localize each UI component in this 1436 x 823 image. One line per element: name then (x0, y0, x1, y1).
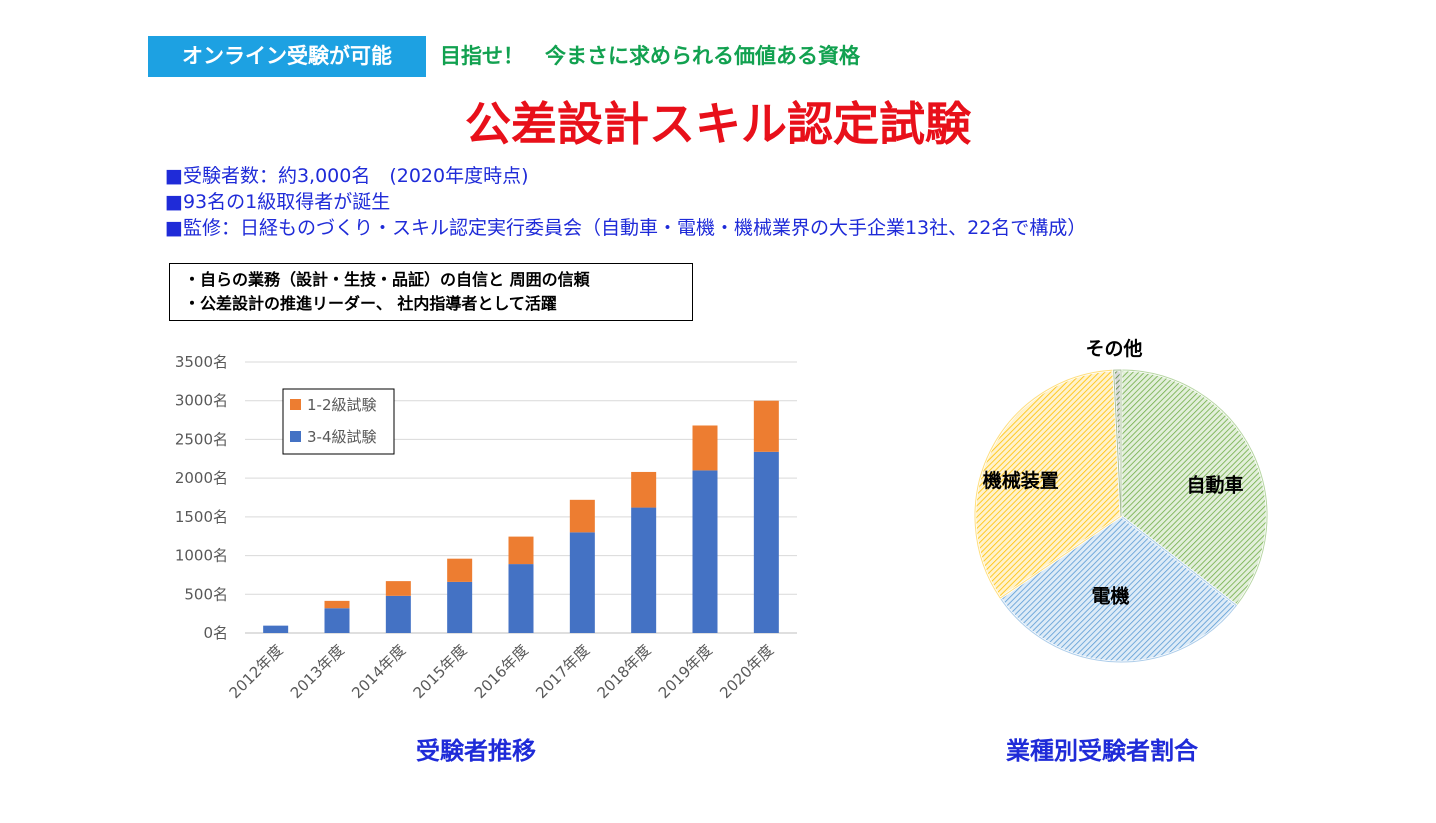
x-tick-label: 2014年度 (348, 641, 409, 702)
pie-slice-edge (999, 515, 1238, 663)
y-tick-label: 2500名 (175, 430, 228, 448)
y-tick-label: 3500名 (175, 353, 228, 371)
legend-swatch (290, 431, 301, 442)
x-tick-label: 2012年度 (226, 641, 287, 702)
bar-3-4-2017年度 (569, 532, 595, 633)
benefit-line-1: ・自らの業務（設計・生技・品証）の自信と 周囲の信頼 (184, 270, 590, 289)
bar-chart: 0名 500名 1000名 1500名 2000名 2500名 3000名 3500名 2012… (175, 353, 797, 702)
bar-3-4-2019年度 (692, 470, 718, 633)
x-tick-label: 2020年度 (716, 641, 777, 702)
fact-level1-holders: ■93名の1級取得者が誕生 (165, 191, 391, 213)
benefits-box: ・自らの業務（設計・生技・品証）の自信と 周囲の信頼 ・公差設計の推進リーダー、… (169, 263, 693, 321)
pie-slice-edge (1120, 369, 1268, 607)
pie-chart-title: 業種別受験者割合 (1006, 737, 1198, 765)
bar-3-4-2015年度 (447, 581, 473, 633)
pie-slice-edge (1113, 369, 1122, 517)
pie-label: 機械装置 (983, 469, 1059, 492)
pie-label-other: その他 (1085, 337, 1142, 360)
bar-1-2-2014年度 (385, 581, 411, 596)
x-tick-label: 2019年度 (655, 641, 716, 702)
x-tick-label: 2015年度 (410, 641, 471, 702)
bar-1-2-2015年度 (447, 558, 473, 582)
page-title: 公差設計スキル認定試験 (465, 97, 971, 151)
bar-3-4-2013年度 (324, 608, 350, 633)
legend-box (282, 388, 395, 455)
pie-label: 電機 (1092, 584, 1130, 607)
bar-3-4-2012年度 (263, 625, 289, 633)
y-tick-label: 3000名 (175, 392, 228, 410)
pie-label: 自動車 (1186, 473, 1243, 496)
fact-supervision: ■監修：日経ものづくり・スキル認定実行委員会（自動車・電機・機械業界の大手企業1… (165, 217, 1087, 239)
bar-1-2-2013年度 (324, 600, 350, 609)
x-tick-label: 2018年度 (594, 641, 655, 702)
y-tick-label: 2000名 (175, 469, 228, 487)
bar-1-2-2017年度 (569, 499, 595, 533)
y-tick-label: 0名 (203, 624, 228, 642)
bar-1-2-2018年度 (631, 471, 657, 508)
y-tick-label: 1500名 (175, 508, 228, 526)
online-exam-badge: オンライン受験が可能 (148, 36, 426, 77)
x-tick-label: 2016年度 (471, 641, 532, 702)
x-tick-label: 2017年度 (532, 641, 593, 702)
bar-1-2-2019年度 (692, 425, 718, 471)
bar-3-4-2018年度 (631, 507, 657, 633)
legend-label: 3-4級試験 (307, 428, 377, 446)
bar-3-4-2014年度 (385, 595, 411, 633)
bar-1-2-2016年度 (508, 536, 534, 565)
bar-3-4-2020年度 (753, 451, 779, 633)
benefit-line-2: ・公差設計の推進リーダー、 社内指導者として活躍 (184, 294, 557, 313)
tagline: 目指せ！ 今まさに求められる価値ある資格 (440, 44, 860, 68)
bar-chart-title: 受験者推移 (416, 737, 536, 765)
y-tick-label: 500名 (184, 585, 228, 603)
bar-3-4-2016年度 (508, 564, 534, 633)
fact-examinees: ■受験者数：約3,000名 (2020年度時点) (165, 165, 529, 187)
y-tick-label: 1000名 (175, 547, 228, 565)
x-tick-label: 2013年度 (287, 641, 348, 702)
facts-list: ■受験者数：約3,000名 (2020年度時点) ■93名の1級取得者が誕生 ■… (165, 163, 1086, 241)
bar-1-2-2020年度 (753, 400, 779, 452)
legend-label: 1-2級試験 (307, 396, 377, 414)
pie-slice-edge (974, 369, 1122, 599)
legend-swatch (290, 399, 301, 410)
